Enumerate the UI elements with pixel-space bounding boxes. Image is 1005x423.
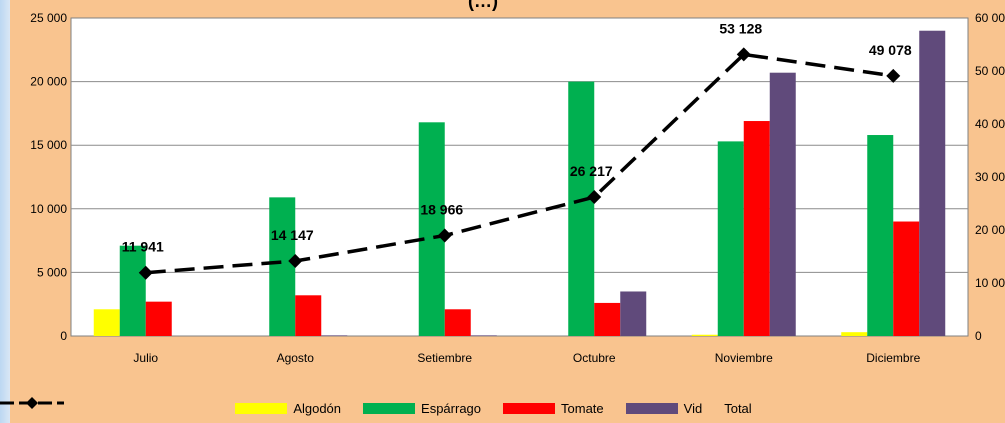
bar-tomate: [145, 301, 172, 336]
bar-tomate: [743, 121, 770, 336]
bar-espárrago: [119, 245, 146, 336]
x-tick-label: Octubre: [573, 351, 616, 365]
bar-espárrago: [717, 141, 744, 336]
total-data-label: 14 147: [271, 227, 314, 243]
y-left-tick-label: 15 000: [30, 138, 67, 152]
bar-tomate: [295, 295, 322, 336]
bar-tomate: [893, 221, 920, 336]
x-tick-label: Noviembre: [715, 351, 773, 365]
total-data-label: 11 941: [122, 239, 164, 255]
total-data-label: 26 217: [570, 163, 613, 179]
legend-label: Espárrago: [421, 400, 482, 416]
bar-espárrago: [867, 135, 894, 336]
legend-item: Algodón: [235, 401, 341, 416]
y-right-tick-label: 10 000: [975, 276, 1005, 290]
y-left-tick-label: 10 000: [30, 202, 67, 216]
bar-espárrago: [418, 122, 445, 336]
y-left-tick-label: 25 000: [30, 11, 67, 25]
y-right-tick-label: 40 000: [975, 117, 1005, 131]
bar-algodón: [691, 334, 718, 336]
bar-espárrago: [269, 197, 296, 336]
total-point: [138, 265, 153, 280]
total-data-label: 18 966: [420, 201, 463, 217]
y-right-tick-label: 60 000: [975, 11, 1005, 25]
legend-item: Total: [0, 397, 752, 416]
y-right-tick-label: 50 000: [975, 64, 1005, 78]
total-point: [288, 254, 303, 269]
legend-item: Vid: [625, 400, 703, 416]
y-right-tick-label: 0: [975, 329, 982, 343]
total-point: [736, 47, 751, 62]
total-point: [437, 228, 452, 243]
y-left-tick-label: 5 000: [37, 265, 67, 279]
total-data-label: 49 078: [869, 42, 912, 58]
x-tick-label: Diciembre: [866, 351, 920, 365]
chart-title-fragment: (…): [468, 0, 498, 11]
y-right-tick-label: 30 000: [975, 170, 1005, 184]
x-tick-label: Julio: [133, 351, 158, 365]
left-decor-stripe: [0, 0, 10, 423]
bar-vid: [321, 335, 348, 336]
bar-tomate: [444, 309, 471, 336]
legend-label: Tomate: [561, 400, 604, 416]
bar-vid: [919, 30, 946, 336]
legend-label: Vid: [683, 400, 703, 416]
legend: Algodón Espárrago Tomate Vid Total: [0, 396, 1005, 420]
plot-area: [70, 17, 969, 337]
total-data-label: 53 128: [719, 20, 762, 36]
legend-item: Espárrago: [363, 401, 481, 416]
total-point: [587, 190, 602, 205]
legend-swatch: [503, 402, 556, 414]
bar-vid: [470, 335, 497, 336]
legend-swatch: [235, 402, 288, 414]
total-line: [145, 52, 894, 275]
bar-tomate: [594, 302, 621, 336]
bar-algodón: [841, 332, 868, 336]
legend-line-swatch: [0, 397, 64, 409]
bar-vid: [620, 291, 647, 336]
legend-swatch: [363, 402, 416, 414]
y-left-tick-label: 0: [60, 329, 67, 343]
legend-swatch: [625, 402, 678, 414]
bar-vid: [769, 72, 796, 337]
bar-algodón: [93, 309, 120, 336]
legend-label: Total: [724, 400, 752, 416]
x-tick-label: Agosto: [277, 351, 315, 365]
x-tick-label: Setiembre: [417, 351, 472, 365]
total-point: [886, 68, 901, 83]
legend-label: Algodón: [293, 400, 342, 416]
y-right-tick-label: 20 000: [975, 223, 1005, 237]
y-left-tick-label: 20 000: [30, 75, 67, 89]
legend-item: Tomate: [503, 401, 604, 416]
bar-espárrago: [568, 81, 595, 336]
